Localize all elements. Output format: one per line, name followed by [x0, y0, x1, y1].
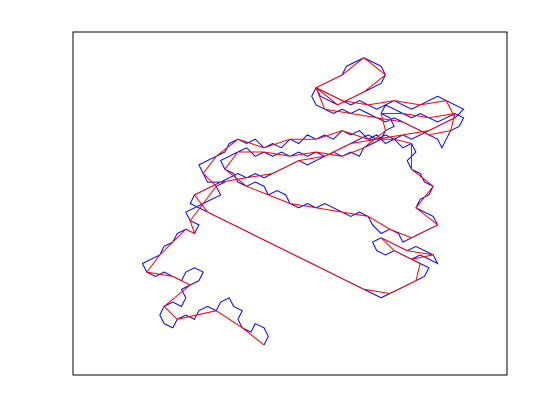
series-line-2 [145, 57, 456, 346]
plot-area [72, 31, 508, 376]
series-layer [141, 57, 465, 346]
